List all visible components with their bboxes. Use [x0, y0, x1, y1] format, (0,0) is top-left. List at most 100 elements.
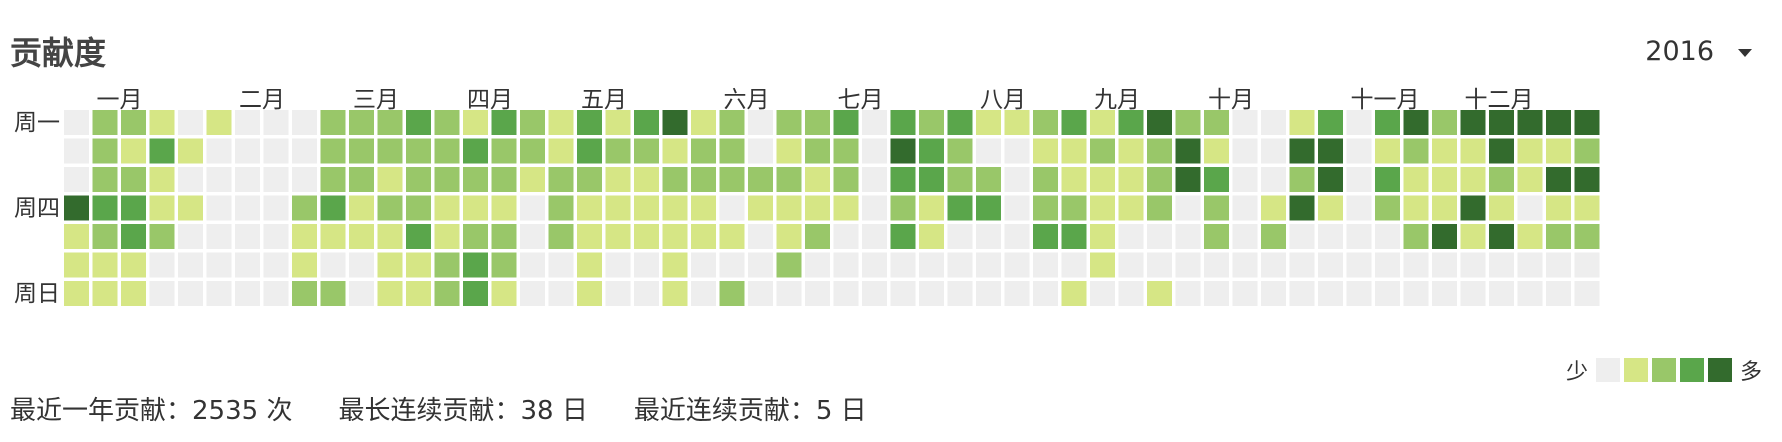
day-cell[interactable] — [235, 138, 260, 164]
day-cell[interactable] — [1090, 110, 1115, 135]
day-cell[interactable] — [833, 110, 859, 135]
day-cell[interactable] — [577, 252, 602, 278]
day-cell[interactable] — [463, 138, 488, 164]
day-cell[interactable] — [377, 167, 403, 192]
day-cell[interactable] — [1546, 195, 1571, 221]
day-cell[interactable] — [434, 195, 460, 221]
day-cell[interactable] — [1432, 252, 1457, 278]
day-cell[interactable] — [92, 110, 118, 135]
day-cell[interactable] — [206, 138, 232, 164]
day-cell[interactable] — [206, 110, 232, 135]
day-cell[interactable] — [1460, 110, 1486, 135]
day-cell[interactable] — [1261, 224, 1286, 249]
day-cell[interactable] — [976, 224, 1001, 249]
day-cell[interactable] — [520, 195, 545, 221]
day-cell[interactable] — [577, 195, 602, 221]
day-cell[interactable] — [662, 167, 688, 192]
day-cell[interactable] — [1546, 281, 1571, 306]
day-cell[interactable] — [377, 110, 403, 135]
day-cell[interactable] — [64, 167, 89, 192]
day-cell[interactable] — [520, 138, 545, 164]
day-cell[interactable] — [149, 110, 175, 135]
day-cell[interactable] — [1147, 110, 1172, 135]
day-cell[interactable] — [520, 167, 545, 192]
day-cell[interactable] — [263, 195, 289, 221]
day-cell[interactable] — [1175, 195, 1201, 221]
day-cell[interactable] — [1004, 281, 1030, 306]
day-cell[interactable] — [947, 224, 973, 249]
day-cell[interactable] — [548, 195, 574, 221]
day-cell[interactable] — [1147, 281, 1172, 306]
day-cell[interactable] — [1375, 195, 1400, 221]
day-cell[interactable] — [776, 252, 802, 278]
day-cell[interactable] — [1118, 138, 1144, 164]
day-cell[interactable] — [1403, 110, 1429, 135]
day-cell[interactable] — [292, 224, 317, 249]
day-cell[interactable] — [491, 167, 517, 192]
day-cell[interactable] — [149, 167, 175, 192]
day-cell[interactable] — [1033, 224, 1058, 249]
day-cell[interactable] — [406, 252, 431, 278]
day-cell[interactable] — [377, 281, 403, 306]
day-cell[interactable] — [491, 224, 517, 249]
day-cell[interactable] — [1489, 281, 1514, 306]
day-cell[interactable] — [92, 138, 118, 164]
day-cell[interactable] — [178, 195, 203, 221]
day-cell[interactable] — [1403, 281, 1429, 306]
day-cell[interactable] — [1318, 281, 1343, 306]
day-cell[interactable] — [833, 195, 859, 221]
day-cell[interactable] — [1432, 138, 1457, 164]
day-cell[interactable] — [1517, 252, 1543, 278]
day-cell[interactable] — [1090, 252, 1115, 278]
day-cell[interactable] — [349, 110, 374, 135]
day-cell[interactable] — [776, 195, 802, 221]
day-cell[interactable] — [1232, 167, 1258, 192]
day-cell[interactable] — [634, 281, 659, 306]
day-cell[interactable] — [1175, 167, 1201, 192]
day-cell[interactable] — [662, 138, 688, 164]
day-cell[interactable] — [377, 224, 403, 249]
day-cell[interactable] — [805, 281, 830, 306]
day-cell[interactable] — [1204, 252, 1229, 278]
day-cell[interactable] — [1118, 110, 1144, 135]
day-cell[interactable] — [463, 252, 488, 278]
day-cell[interactable] — [1261, 138, 1286, 164]
day-cell[interactable] — [719, 224, 745, 249]
day-cell[interactable] — [1460, 252, 1486, 278]
day-cell[interactable] — [463, 195, 488, 221]
day-cell[interactable] — [178, 252, 203, 278]
day-cell[interactable] — [1061, 138, 1087, 164]
day-cell[interactable] — [1061, 281, 1087, 306]
day-cell[interactable] — [292, 138, 317, 164]
day-cell[interactable] — [605, 224, 631, 249]
day-cell[interactable] — [149, 138, 175, 164]
day-cell[interactable] — [263, 167, 289, 192]
day-cell[interactable] — [577, 224, 602, 249]
day-cell[interactable] — [605, 195, 631, 221]
day-cell[interactable] — [748, 195, 773, 221]
day-cell[interactable] — [349, 224, 374, 249]
day-cell[interactable] — [235, 252, 260, 278]
day-cell[interactable] — [691, 252, 716, 278]
day-cell[interactable] — [292, 110, 317, 135]
day-cell[interactable] — [320, 252, 346, 278]
day-cell[interactable] — [463, 110, 488, 135]
day-cell[interactable] — [263, 281, 289, 306]
day-cell[interactable] — [1375, 252, 1400, 278]
day-cell[interactable] — [206, 252, 232, 278]
day-cell[interactable] — [1574, 167, 1600, 192]
day-cell[interactable] — [976, 195, 1001, 221]
day-cell[interactable] — [805, 167, 830, 192]
day-cell[interactable] — [947, 281, 973, 306]
day-cell[interactable] — [748, 224, 773, 249]
day-cell[interactable] — [1318, 252, 1343, 278]
day-cell[interactable] — [434, 281, 460, 306]
day-cell[interactable] — [206, 167, 232, 192]
day-cell[interactable] — [463, 167, 488, 192]
day-cell[interactable] — [1261, 281, 1286, 306]
day-cell[interactable] — [862, 138, 887, 164]
day-cell[interactable] — [263, 138, 289, 164]
day-cell[interactable] — [1574, 195, 1600, 221]
day-cell[interactable] — [434, 138, 460, 164]
day-cell[interactable] — [1489, 252, 1514, 278]
